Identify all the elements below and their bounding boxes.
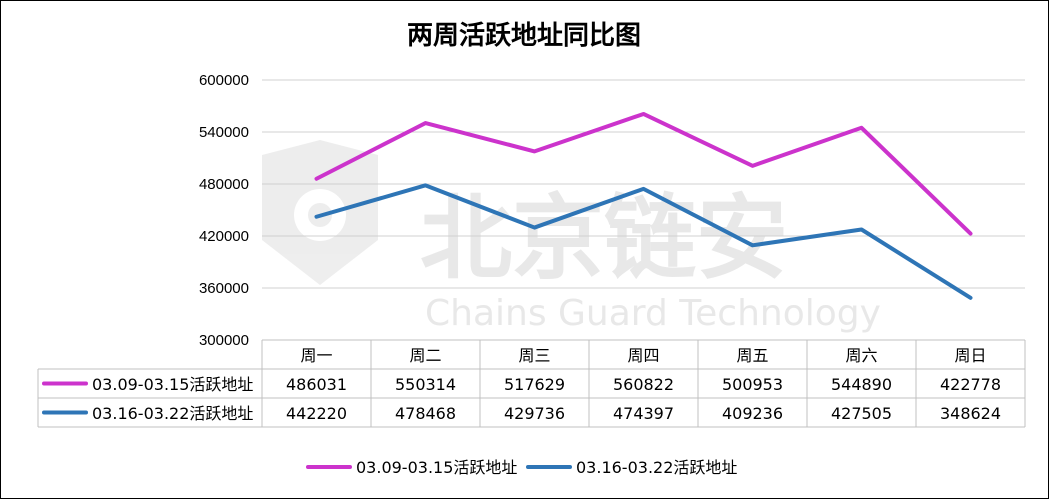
data-label: 500953: [722, 375, 783, 394]
y-tick-label: 360000: [199, 280, 249, 297]
data-label: 429736: [504, 404, 565, 423]
data-label: 427505: [831, 404, 892, 423]
data-point: [534, 150, 535, 152]
x-tick-label: 周三: [518, 346, 550, 365]
watermark: 北京链安 Chains Guard Technology: [262, 140, 881, 334]
data-point: [316, 216, 317, 218]
x-tick-label: 周六: [845, 346, 877, 365]
x-tick-label: 周二: [409, 346, 441, 365]
data-point: [316, 178, 317, 180]
data-point: [752, 244, 753, 246]
table-series-name: 03.09-03.15活跃地址: [92, 375, 253, 394]
data-label: 478468: [395, 404, 456, 423]
chart-title: 两周活跃地址同比图: [407, 21, 641, 51]
data-label: 442220: [286, 404, 347, 423]
data-point: [970, 233, 971, 235]
shield-logo-icon: [262, 140, 378, 285]
data-label: 486031: [286, 375, 347, 394]
series-lines: [314, 111, 973, 300]
y-tick-label: 300000: [199, 332, 249, 349]
x-tick-label: 周日: [954, 346, 986, 365]
data-label: 517629: [504, 375, 565, 394]
data-point: [861, 228, 862, 230]
legend-label: 03.16-03.22活跃地址: [576, 458, 737, 477]
data-label: 422778: [940, 375, 1001, 394]
y-tick-label: 600000: [199, 72, 249, 89]
data-label: 560822: [613, 375, 674, 394]
x-tick-label: 周一: [300, 346, 332, 365]
data-label: 409236: [722, 404, 783, 423]
legend: 03.09-03.15活跃地址 03.16-03.22活跃地址: [306, 458, 737, 477]
data-point: [425, 184, 426, 186]
data-point: [861, 127, 862, 129]
y-axis-ticks: 600000 540000 480000 420000 360000 300000: [199, 72, 249, 349]
data-point: [425, 122, 426, 124]
legend-label: 03.09-03.15活跃地址: [356, 458, 517, 477]
data-table: 周一 周二 周三 周四 周五 周六 周日 03.09-03.15活跃地址 486031 55031…: [37, 339, 1026, 428]
table-series-name: 03.16-03.22活跃地址: [92, 404, 253, 423]
y-tick-label: 540000: [199, 124, 249, 141]
data-label: 474397: [613, 404, 674, 423]
data-label: 544890: [831, 375, 892, 394]
data-point: [643, 188, 644, 190]
data-point: [643, 113, 644, 115]
data-label: 550314: [395, 375, 456, 394]
y-tick-label: 480000: [199, 176, 249, 193]
y-tick-label: 420000: [199, 228, 249, 245]
x-tick-label: 周四: [627, 346, 659, 365]
watermark-en: Chains Guard Technology: [425, 293, 881, 334]
x-tick-label: 周五: [736, 346, 768, 365]
data-point: [534, 227, 535, 229]
data-label: 348624: [940, 404, 1001, 423]
data-point: [970, 297, 971, 299]
data-point: [752, 165, 753, 167]
